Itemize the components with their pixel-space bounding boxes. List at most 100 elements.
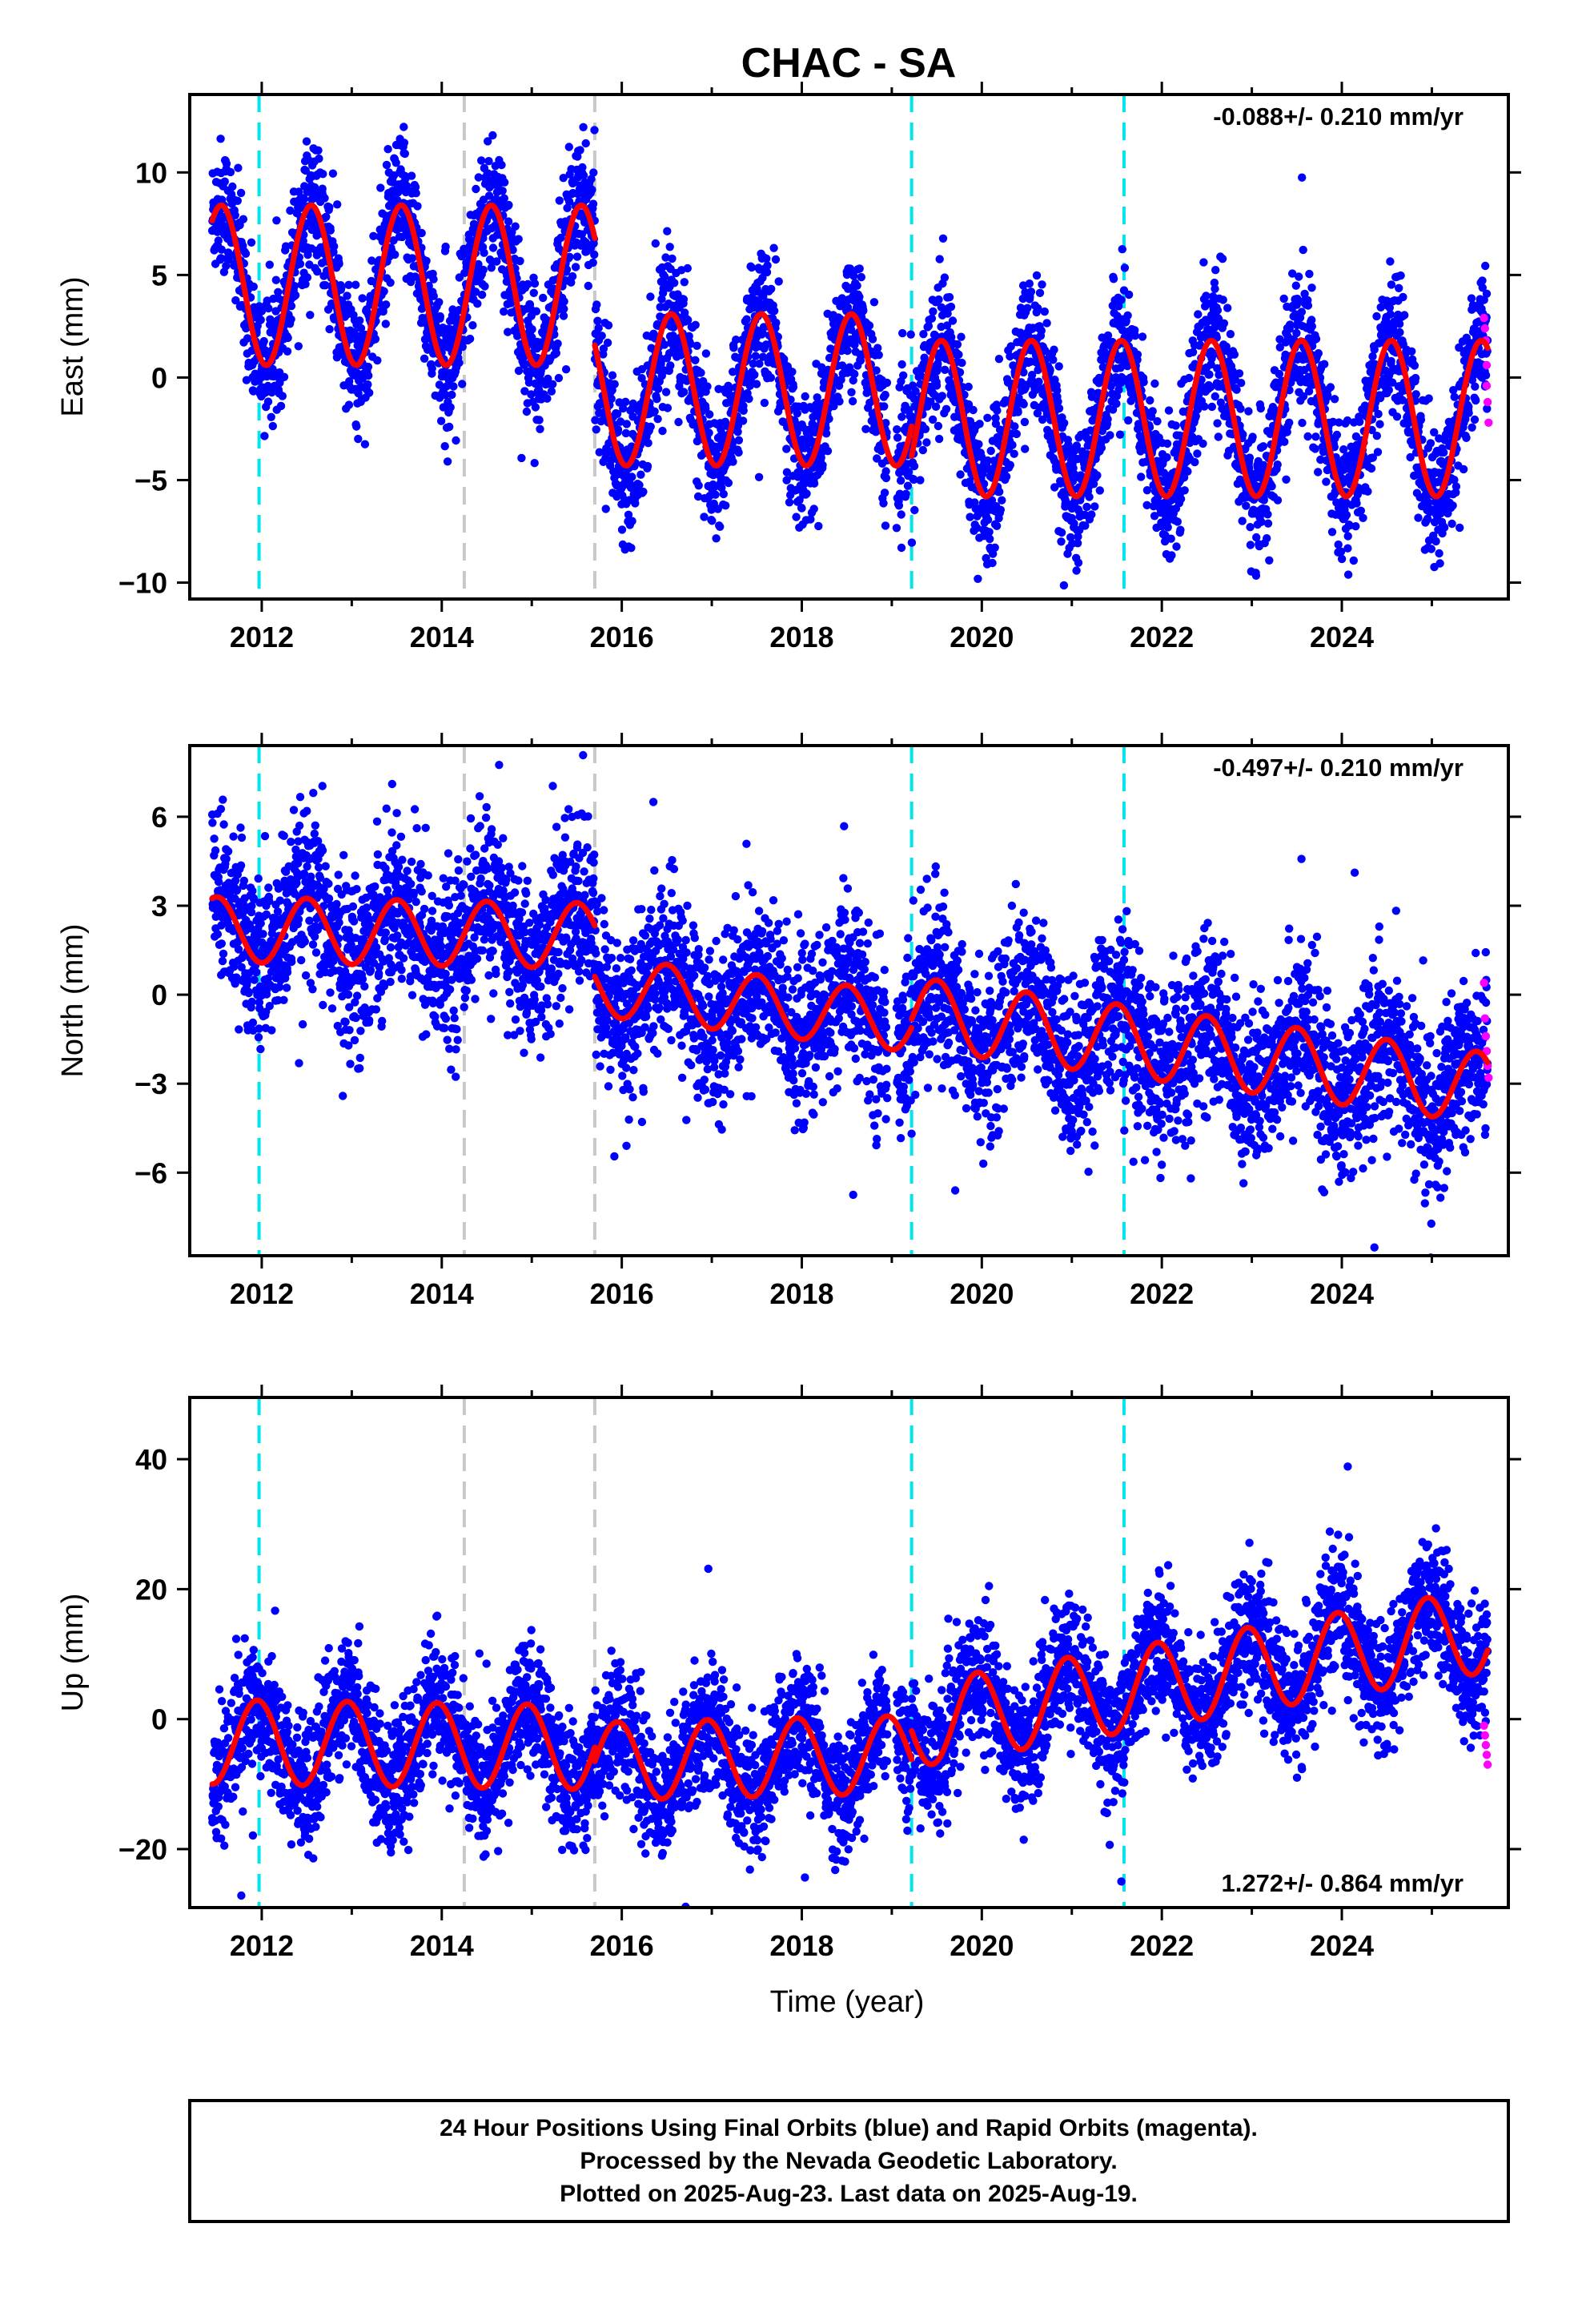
- east-point-1743: [637, 374, 646, 383]
- east-point-1810: [654, 384, 663, 393]
- east-point-1689: [624, 510, 633, 519]
- east-point-3961: [1193, 449, 1202, 458]
- east-point-2428: [806, 515, 815, 524]
- east-point-3409: [1057, 537, 1066, 546]
- east-point-3990: [1200, 402, 1209, 411]
- east-point-3840: [1162, 439, 1172, 448]
- east-point-4548: [1337, 554, 1347, 564]
- east-point-972: [448, 390, 456, 400]
- east-point-1913: [679, 295, 689, 304]
- east-point-4137: [1236, 404, 1245, 413]
- east-point-4176: [1246, 523, 1255, 532]
- east-point-1517: [581, 238, 591, 247]
- east-point-3893: [1176, 525, 1185, 534]
- east-point-3643: [1114, 385, 1123, 394]
- east-point-2758: [896, 476, 905, 485]
- east-point-3318: [1034, 377, 1043, 386]
- east-point-4519: [1330, 395, 1339, 404]
- east-point-507: [333, 200, 342, 209]
- east-point-4509: [1327, 528, 1337, 537]
- east-point-34: [216, 135, 225, 143]
- east-point-117: [236, 188, 246, 198]
- east-point-56: [222, 261, 231, 271]
- east-point-2067: [717, 483, 726, 493]
- east-point-3681: [1124, 416, 1133, 425]
- east-point-1199: [504, 328, 512, 336]
- east-point-4869: [1416, 416, 1426, 424]
- east-point-1571: [595, 448, 604, 456]
- east-point-1281: [524, 279, 532, 288]
- east-point-1588: [599, 344, 608, 353]
- east-point-1449: [564, 197, 574, 206]
- east-point-4911: [1427, 545, 1436, 553]
- east-point-1795: [650, 407, 659, 416]
- east-point-4322: [1282, 475, 1291, 484]
- east-point-4021: [1207, 402, 1217, 412]
- east-point-459: [321, 281, 330, 290]
- east-point-4249: [1263, 519, 1273, 528]
- east-point-2761: [897, 543, 906, 553]
- east-point-1620: [607, 394, 616, 404]
- east-point-3667: [1120, 263, 1130, 272]
- east-point-4634: [1359, 513, 1367, 522]
- east-point-245: [268, 364, 277, 373]
- east-point-1100: [479, 265, 488, 275]
- east-point-2863: [922, 438, 931, 447]
- east-point-494: [330, 242, 339, 251]
- east-point-3684: [1124, 290, 1134, 300]
- east-point-4567: [1342, 510, 1351, 520]
- east-point-2522: [829, 402, 838, 411]
- east-point-2763: [897, 360, 906, 369]
- east-point-736: [389, 236, 398, 245]
- east-point-334: [290, 282, 299, 291]
- east-point-4364: [1292, 328, 1301, 338]
- east-point-3272: [1023, 304, 1032, 312]
- east-point-892: [428, 364, 436, 373]
- east-point-4528: [1332, 430, 1342, 440]
- east-point-1941: [686, 340, 695, 348]
- east-point-1960: [691, 356, 700, 364]
- east-point-604: [356, 324, 366, 333]
- east-point-3187: [1002, 472, 1011, 481]
- east-point-2287: [771, 255, 781, 264]
- east-point-397: [306, 311, 315, 320]
- east-point-3112: [983, 515, 993, 525]
- east-point-2358: [789, 383, 798, 392]
- east-point-1914: [680, 388, 689, 396]
- east-point-338: [291, 291, 300, 300]
- east-point-1243: [514, 235, 523, 243]
- east-point-2787: [903, 481, 913, 490]
- east-point-2113: [729, 457, 737, 466]
- east-point-1133: [487, 263, 496, 272]
- east-point-1716: [631, 499, 640, 508]
- east-point-1983: [697, 368, 705, 377]
- east-point-1001: [455, 306, 464, 315]
- east-point-4411: [1303, 301, 1313, 310]
- east-point-2765: [898, 328, 907, 338]
- east-point-1663: [617, 525, 627, 534]
- east-point-462: [322, 212, 331, 221]
- east-point-2751: [894, 501, 904, 510]
- east-point-662: [371, 335, 380, 344]
- east-point-3220: [1010, 422, 1019, 431]
- east-point-2889: [929, 307, 938, 316]
- east-point-1119: [484, 169, 492, 178]
- east-point-1409: [555, 196, 564, 205]
- east-point-4084: [1223, 304, 1232, 312]
- east-point-947: [441, 242, 450, 251]
- east-point-1294: [527, 390, 536, 399]
- east-point-210: [259, 336, 268, 346]
- east-point-1667: [619, 404, 628, 413]
- east-point-4410: [1303, 432, 1312, 441]
- east-point-3928: [1185, 373, 1194, 383]
- east-point-704: [381, 320, 390, 328]
- east-point-2279: [769, 243, 778, 252]
- east-point-3157: [994, 355, 1004, 364]
- east-point-1106: [480, 282, 489, 291]
- east-point-2642: [859, 306, 868, 316]
- east-point-1076: [473, 300, 482, 308]
- east-point-2779: [901, 489, 910, 498]
- east-point-369: [299, 236, 307, 246]
- east-point-95: [231, 296, 240, 305]
- east-point-2253: [763, 261, 772, 270]
